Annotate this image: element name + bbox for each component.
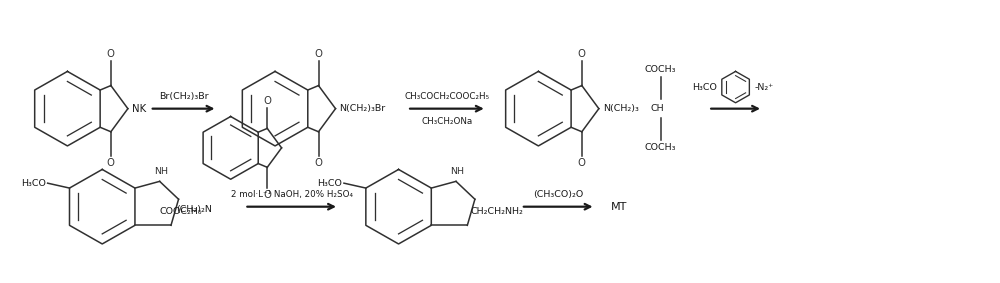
Text: Br(CH₂)₃Br: Br(CH₂)₃Br — [159, 92, 208, 101]
Text: O: O — [263, 96, 271, 106]
Text: H₃CO: H₃CO — [21, 179, 46, 188]
Text: O: O — [578, 50, 586, 59]
Text: 2 mol·L⁻¹ NaOH, 20% H₂SO₄: 2 mol·L⁻¹ NaOH, 20% H₂SO₄ — [231, 190, 353, 199]
Text: (CH₂)₂N: (CH₂)₂N — [176, 205, 212, 214]
Text: O: O — [315, 158, 323, 168]
Text: H₃CO: H₃CO — [692, 83, 717, 92]
Text: -N₂⁺: -N₂⁺ — [754, 83, 774, 92]
Text: O: O — [578, 158, 586, 168]
Text: COOC₂H₅: COOC₂H₅ — [159, 207, 202, 216]
Text: O: O — [263, 190, 271, 200]
Text: CH₃COCH₂COOC₂H₅: CH₃COCH₂COOC₂H₅ — [404, 92, 489, 101]
Text: COCH₃: COCH₃ — [645, 65, 676, 74]
Text: (CH₃CO)₂O: (CH₃CO)₂O — [533, 190, 583, 199]
Text: CH: CH — [651, 104, 664, 113]
Text: NH: NH — [450, 168, 464, 177]
Text: N(CH₂)₃: N(CH₂)₃ — [603, 104, 639, 113]
Text: NK: NK — [132, 104, 146, 114]
Text: COCH₃: COCH₃ — [645, 143, 676, 152]
Text: O: O — [107, 50, 115, 59]
Text: O: O — [315, 50, 323, 59]
Text: H₃CO: H₃CO — [317, 179, 342, 188]
Text: CH₂CH₂NH₂: CH₂CH₂NH₂ — [470, 207, 523, 216]
Text: MT: MT — [610, 202, 627, 212]
Text: O: O — [107, 158, 115, 168]
Text: NH: NH — [154, 168, 168, 177]
Text: CH₃CH₂ONa: CH₃CH₂ONa — [421, 117, 473, 125]
Text: N(CH₂)₃Br: N(CH₂)₃Br — [339, 104, 386, 113]
